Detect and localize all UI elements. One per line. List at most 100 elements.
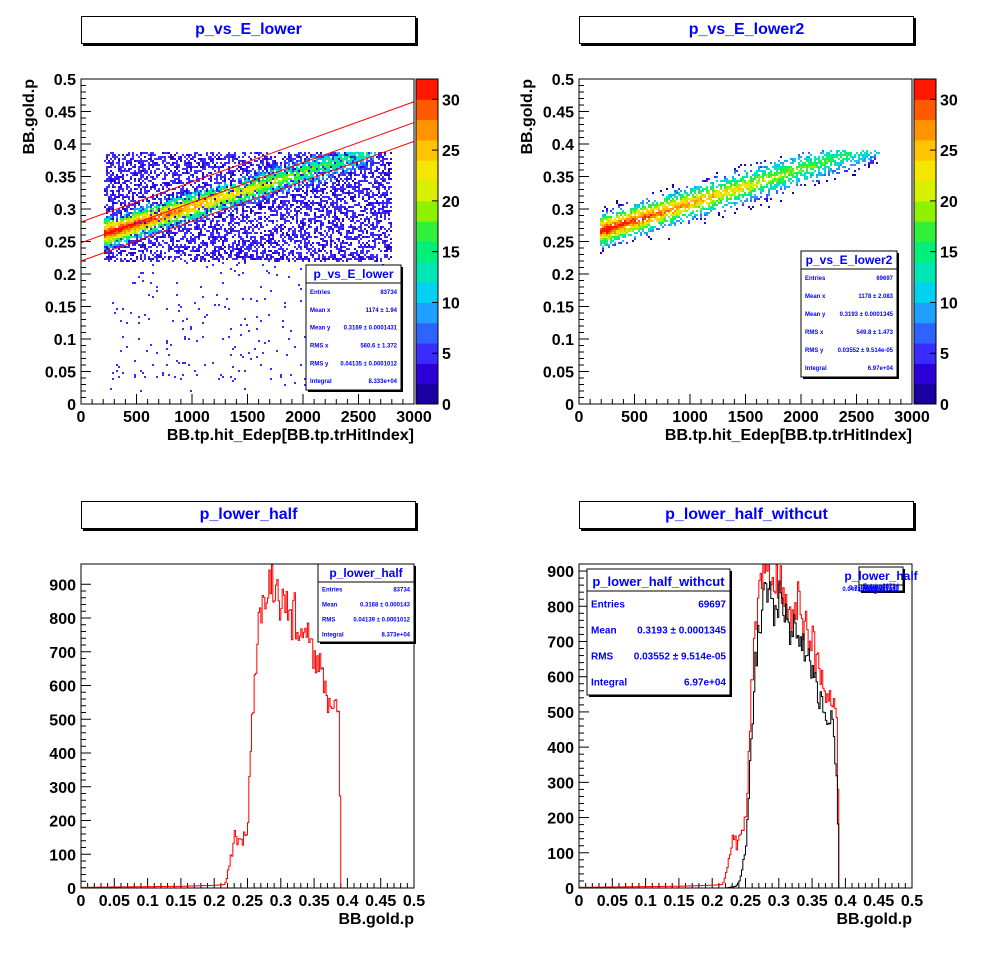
hist2d-cell: [316, 168, 318, 170]
hist2d-cell: [282, 252, 284, 254]
hist2d-cell: [388, 218, 390, 220]
hist2d-cell: [156, 258, 158, 260]
hist2d-cell: [194, 226, 196, 228]
hist2d-cell: [354, 190, 356, 192]
hist2d-cell: [372, 240, 374, 242]
hist2d-cell: [318, 244, 320, 246]
hist2d-cell: [206, 218, 208, 220]
x-tick-label: 3000: [396, 409, 432, 426]
hist2d-cell: [256, 250, 258, 252]
hist2d-cell: [190, 158, 192, 160]
hist2d-cell: [250, 232, 252, 234]
hist2d-cell: [112, 218, 114, 220]
hist2d-cell: [180, 244, 182, 246]
hist2d-cell: [356, 238, 358, 240]
hist2d-cell: [372, 192, 374, 194]
hist2d-cell: [236, 256, 238, 258]
hist2d-cell: [288, 238, 290, 240]
hist2d-cell: [390, 202, 392, 204]
hist2d-cell: [172, 240, 174, 242]
hist2d-cell: [196, 176, 198, 178]
hist2d-cell: [126, 210, 128, 212]
hist2d-cell: [126, 194, 128, 196]
hist2d-cell: [320, 172, 322, 174]
hist2d-cell: [130, 234, 132, 236]
hist2d-cell: [256, 242, 258, 244]
hist2d-cell: [200, 234, 202, 236]
hist2d-cell: [228, 162, 230, 164]
hist2d-cell: [142, 246, 144, 248]
hist2d-cell: [240, 204, 242, 206]
hist2d-cell: [188, 154, 190, 156]
hist2d-cell: [196, 248, 198, 250]
hist2d-cell: [168, 246, 170, 248]
hist2d-cell: [174, 256, 176, 258]
hist2d-cell: [198, 224, 200, 226]
hist2d-cell: [374, 162, 376, 164]
hist2d-cell: [266, 256, 268, 258]
hist2d-cell: [296, 258, 298, 260]
hist2d-cell: [370, 234, 372, 236]
hist2d-cell: [174, 178, 176, 180]
hist2d-cell: [346, 258, 348, 260]
hist2d-cell: [170, 236, 172, 238]
hist2d-cell: [218, 170, 220, 172]
hist2d-cell: [320, 232, 322, 234]
hist2d-cell: [120, 238, 122, 240]
hist2d-cell: [254, 232, 256, 234]
hist2d-cell: [362, 214, 364, 216]
hist2d-cell: [304, 196, 306, 198]
hist2d-cell: [364, 228, 366, 230]
hist2d-cell: [270, 166, 272, 168]
hist2d-cell: [154, 162, 156, 164]
hist2d-cell: [234, 162, 236, 164]
hist2d-cell: [122, 178, 124, 180]
hist2d-cell: [116, 250, 118, 252]
hist2d-cell: [338, 232, 340, 234]
hist2d-cell: [310, 166, 312, 168]
hist2d-cell: [186, 188, 188, 190]
hist2d-cell: [180, 202, 182, 204]
hist2d-cell: [348, 172, 350, 174]
hist2d-cell: [144, 192, 146, 194]
hist2d-cell: [162, 160, 164, 162]
hist2d-cell: [210, 186, 212, 188]
hist2d-cell: [180, 182, 182, 184]
hist2d-cell: [224, 204, 226, 206]
hist2d-cell: [260, 162, 262, 164]
hist2d-cell: [322, 238, 324, 240]
hist2d-cell: [296, 216, 298, 218]
hist2d-cell: [158, 168, 160, 170]
hist2d-cell: [334, 224, 336, 226]
hist2d-cell: [218, 236, 220, 238]
hist2d-cell: [120, 188, 122, 190]
hist2d-cell: [212, 214, 214, 216]
hist2d-cell: [352, 196, 354, 198]
hist2d-cell: [268, 198, 270, 200]
hist2d-cell: [366, 180, 368, 182]
hist2d-cell: [252, 240, 254, 242]
hist2d-cell: [324, 200, 326, 202]
hist2d-cell: [386, 200, 388, 202]
hist2d-cell: [190, 250, 192, 252]
hist2d-cell: [294, 174, 296, 176]
hist2d-cell: [246, 230, 248, 232]
hist2d-cell: [104, 258, 106, 260]
hist2d-cell: [224, 234, 226, 236]
x-tick-label: 1500: [230, 409, 266, 426]
hist2d-cell: [194, 256, 196, 258]
hist2d-cell: [214, 198, 216, 200]
hist2d-cell: [272, 236, 274, 238]
hist2d-cell: [174, 180, 176, 182]
hist2d-cell: [340, 160, 342, 162]
hist2d-cell: [338, 218, 340, 220]
hist2d-cell: [354, 158, 356, 160]
hist2d-cell: [334, 242, 336, 244]
hist2d-cell: [194, 242, 196, 244]
hist2d-cell: [132, 248, 134, 250]
hist2d-cell: [330, 210, 332, 212]
hist2d-cell: [176, 222, 178, 224]
hist2d-cell: [272, 214, 274, 216]
hist2d-cell: [222, 164, 224, 166]
hist2d-cell: [344, 154, 346, 156]
